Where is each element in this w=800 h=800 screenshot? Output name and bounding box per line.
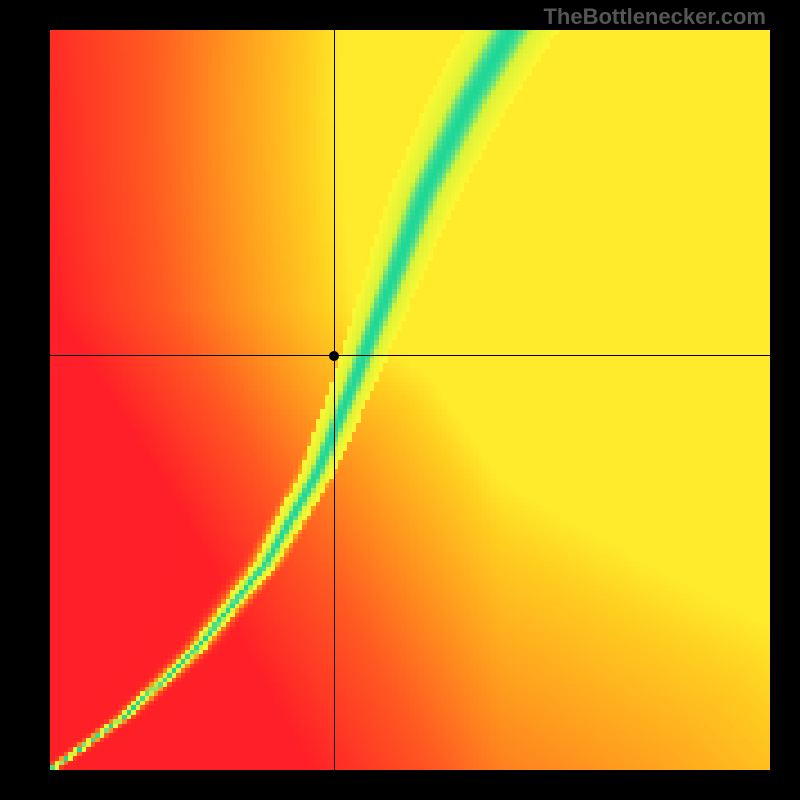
- watermark-text: TheBottlenecker.com: [543, 4, 766, 30]
- marker-dot: [329, 351, 339, 361]
- crosshair-horizontal: [50, 355, 770, 356]
- crosshair-vertical: [334, 30, 335, 770]
- bottleneck-heatmap: [50, 30, 770, 770]
